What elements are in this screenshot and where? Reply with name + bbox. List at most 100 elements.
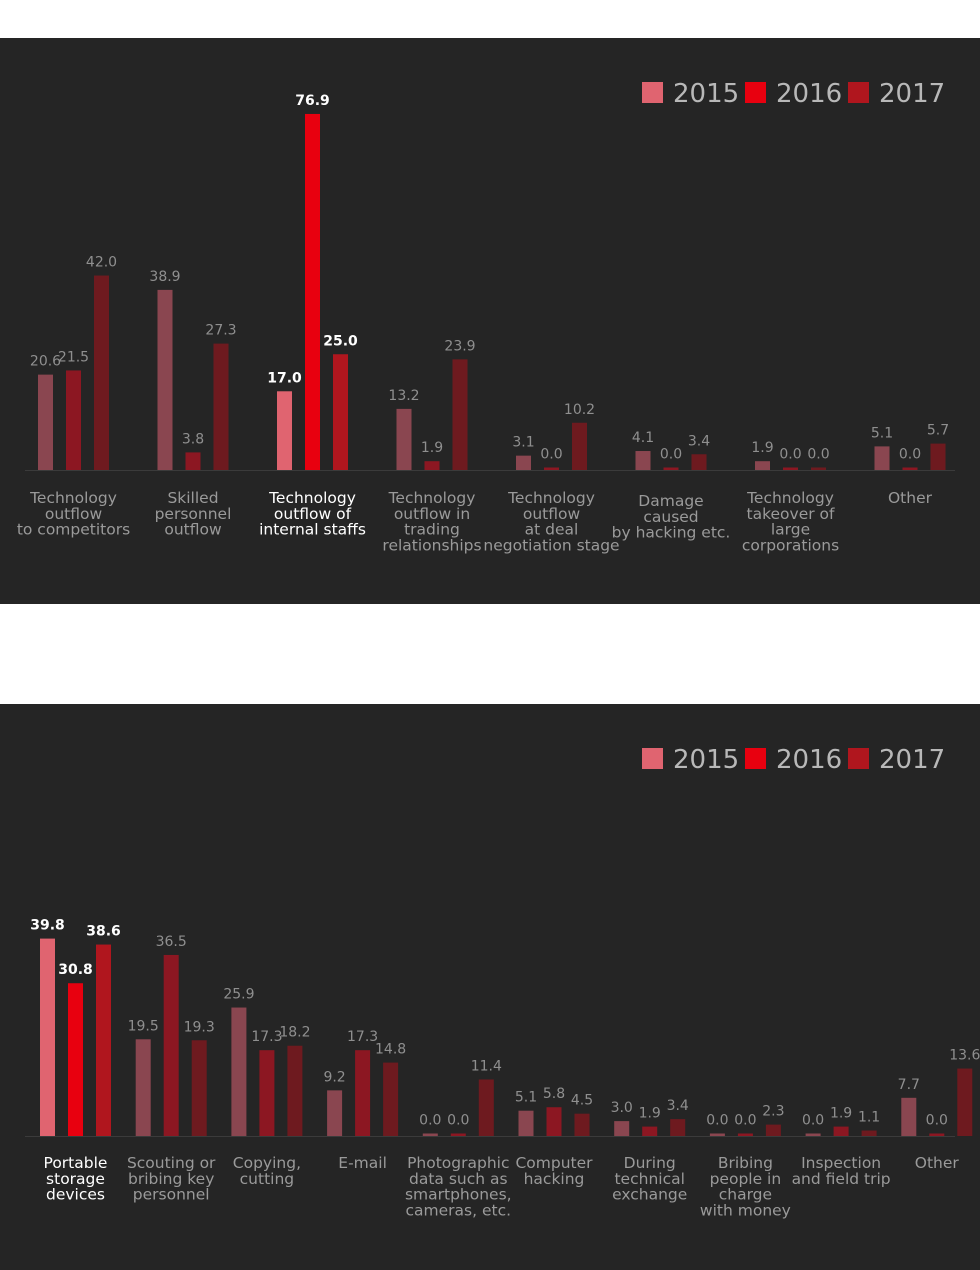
bar-2015-9	[901, 1097, 917, 1136]
category-label-6-line-1: technical	[614, 1170, 684, 1188]
bar-2017-9	[957, 1068, 973, 1136]
category-label-1-line-1: bribing key	[128, 1170, 214, 1188]
bar-2017-1	[213, 343, 229, 470]
category-label-3-line-1: outflow in	[394, 505, 470, 523]
data-label-2016-1: 36.5	[156, 934, 187, 950]
legend-label-2016: 2016	[776, 79, 842, 109]
category-label-1-line-2: personnel	[133, 1186, 210, 1204]
data-label-2015-4: 3.1	[512, 435, 534, 451]
legend-swatch-2015	[642, 82, 663, 103]
data-label-2015-3: 13.2	[388, 388, 419, 404]
bar-2016-0	[66, 370, 81, 470]
data-label-2017-4: 11.4	[471, 1058, 502, 1074]
data-label-2016-4: 0.0	[540, 447, 562, 463]
data-label-2016-5: 5.8	[543, 1086, 565, 1102]
bar-2016-4	[544, 467, 559, 470]
data-label-2015-5: 4.1	[632, 430, 654, 446]
data-label-2016-2: 76.9	[295, 93, 330, 109]
data-label-2017-4: 10.2	[564, 402, 595, 418]
chart-2-svg: 2015 2016 201739.830.838.6Portablestoraged…	[25, 745, 980, 1219]
bar-2015-7	[709, 1133, 725, 1136]
category-label-4-line-3: negotiation stage	[483, 536, 619, 554]
chart-2-legend: 2015 2016 2017	[642, 745, 945, 775]
bar-2015-6	[614, 1121, 630, 1136]
category-label-5-line-0: Computer	[515, 1154, 593, 1172]
category-label-5-line-1: caused	[643, 508, 698, 526]
legend-swatch-2017	[848, 82, 869, 103]
legend-label-2016: 2016	[776, 745, 842, 775]
category-label-4-line-3: cameras, etc.	[406, 1201, 512, 1219]
bar-2015-1	[157, 289, 173, 470]
bar-2016-1	[163, 954, 179, 1136]
data-label-2015-7: 0.0	[706, 1113, 728, 1129]
category-label-2-line-0: Technology	[268, 489, 356, 507]
bar-2017-0	[96, 944, 111, 1136]
data-label-2015-1: 38.9	[149, 269, 180, 285]
data-label-2017-3: 23.9	[444, 338, 475, 354]
category-label-0-line-2: to competitors	[17, 521, 130, 539]
legend-label-2015: 2015	[673, 745, 739, 775]
chart-panel-1: 2015 2016 2017 20.6 21.5 42.0 Technology outflo…	[0, 38, 980, 604]
category-label-5-line-1: hacking	[524, 1170, 585, 1188]
data-label-2016-5: 0.0	[660, 447, 682, 463]
bar-2016-9	[929, 1133, 945, 1136]
bar-2015-0	[38, 374, 53, 470]
data-label-2016-8: 1.9	[830, 1106, 852, 1122]
data-label-2015-0: 39.8	[30, 918, 65, 934]
bar-2017-1	[191, 1040, 207, 1136]
bar-2016-5	[546, 1107, 562, 1136]
bar-2017-5	[691, 454, 707, 470]
bar-2015-0	[40, 938, 55, 1136]
data-label-2015-4: 0.0	[419, 1113, 441, 1129]
data-label-2015-1: 19.5	[128, 1018, 159, 1034]
bar-2016-3	[424, 461, 440, 470]
category-label-4-line-2: at deal	[525, 521, 579, 539]
bar-2017-2	[333, 354, 348, 470]
category-label-6-line-0: Technology	[746, 489, 834, 507]
category-label-2-line-2: internal staffs	[259, 521, 366, 539]
category-label-4-line-0: Technology	[507, 489, 595, 507]
category-label-4-line-1: data such as	[409, 1170, 508, 1188]
bar-2015-4	[516, 455, 531, 470]
category-label-7-line-1: people in	[710, 1170, 782, 1188]
category-label-0-line-0: Portable	[44, 1154, 108, 1172]
chart-1-svg: 2015 2016 201720.621.542.0Technologyoutflo…	[17, 79, 955, 554]
bar-2015-4	[422, 1133, 438, 1136]
data-label-2016-0: 21.5	[58, 349, 89, 365]
category-label-7-line-0: Bribing	[718, 1154, 773, 1172]
data-label-2017-9: 13.6	[949, 1048, 980, 1064]
bar-2015-5	[518, 1110, 534, 1136]
bar-2016-3	[355, 1050, 371, 1136]
category-label-6-line-1: takeover of	[747, 505, 836, 523]
data-label-2017-5: 3.4	[688, 433, 710, 449]
category-label-1-line-0: Skilled	[167, 489, 218, 507]
category-label-0-line-1: outflow	[45, 505, 103, 523]
category-label-6-line-2: large	[771, 521, 810, 539]
category-label-9-line-0: Other	[915, 1154, 960, 1172]
data-label-2017-2: 18.2	[279, 1025, 310, 1041]
data-label-2016-9: 0.0	[926, 1113, 948, 1129]
bar-2016-6	[783, 467, 798, 470]
bar-2015-5	[635, 451, 651, 470]
bar-2016-2	[305, 113, 320, 470]
bar-2017-6	[670, 1119, 686, 1136]
data-label-2015-3: 9.2	[323, 1069, 345, 1085]
data-label-2016-6: 0.0	[779, 447, 801, 463]
category-label-4-line-1: outflow	[523, 505, 581, 523]
category-label-4-line-0: Photographic	[407, 1154, 509, 1172]
category-label-1-line-2: outflow	[164, 521, 222, 539]
bar-2016-7	[737, 1133, 753, 1136]
legend-swatch-2016	[745, 82, 766, 103]
chart-panel-2: 2015 2016 2017 39.8 30.8 38.6 Portable storage d…	[0, 704, 980, 1270]
data-label-2017-1: 19.3	[184, 1019, 215, 1035]
category-label-7-line-3: with money	[700, 1201, 791, 1219]
data-label-2015-6: 3.0	[611, 1100, 633, 1116]
category-label-0-line-1: storage	[46, 1170, 105, 1188]
data-label-2016-3: 17.3	[347, 1029, 378, 1045]
data-label-2017-2: 25.0	[323, 333, 358, 349]
data-label-2015-2: 25.9	[223, 987, 254, 1003]
data-label-2015-2: 17.0	[267, 370, 302, 386]
bar-2017-4	[478, 1079, 494, 1136]
legend-swatch-2015	[642, 748, 663, 769]
category-label-8-line-0: Inspection	[801, 1154, 881, 1172]
